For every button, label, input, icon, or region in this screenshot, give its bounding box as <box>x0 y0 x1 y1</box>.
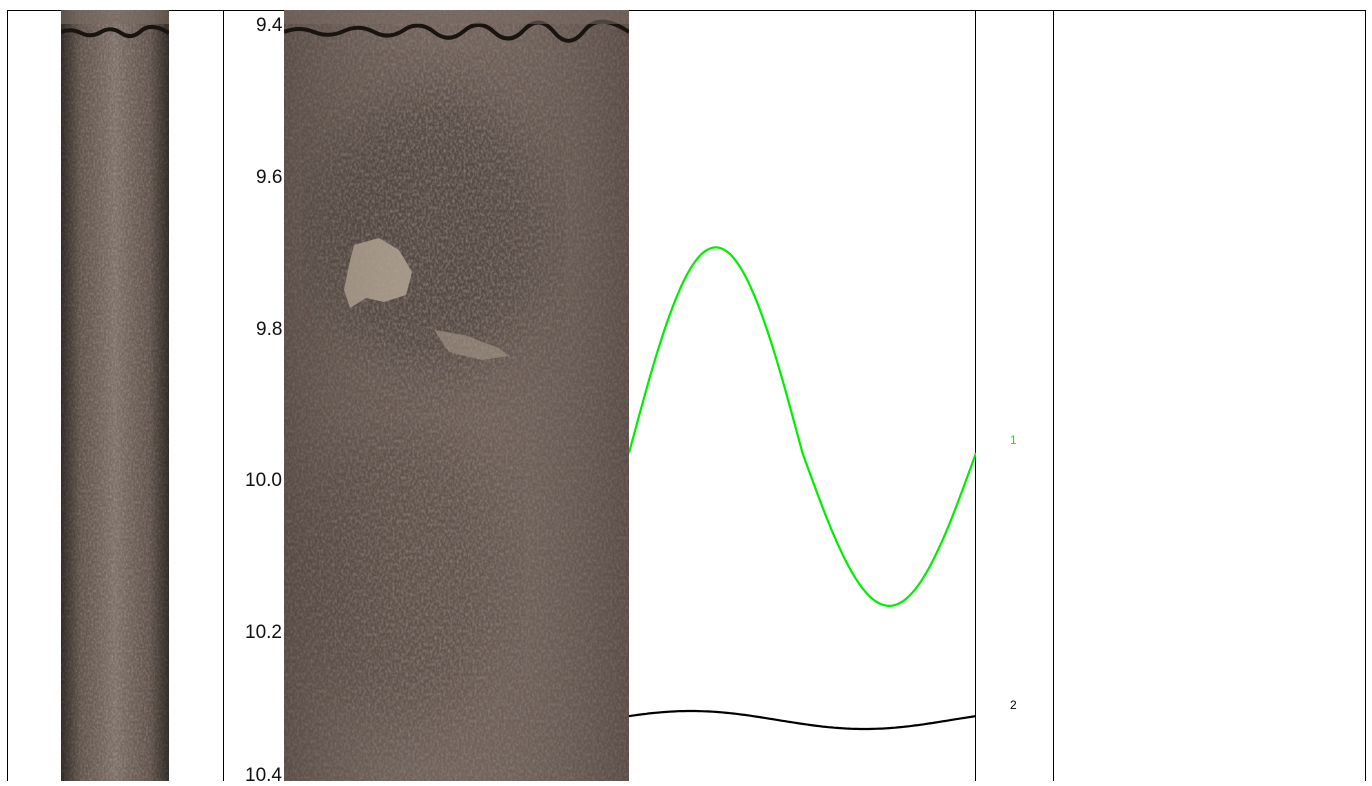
depth-label-10-2: 10.2 <box>245 622 282 643</box>
curve-track-right-border <box>975 10 976 781</box>
main-core-top-cut <box>284 19 629 43</box>
label-track-right-border <box>1053 10 1054 781</box>
frame-left-border <box>7 10 8 781</box>
curve-1-line <box>629 246 976 608</box>
depth-label-9-6: 9.6 <box>256 167 283 188</box>
main-core-shading <box>284 10 629 781</box>
narrow-core-image-track <box>61 10 169 781</box>
depth-label-10-4: 10.4 <box>245 765 282 786</box>
frame-right-border <box>1365 10 1366 781</box>
depth-label-9-8: 9.8 <box>256 319 283 340</box>
curve-plot <box>629 246 976 731</box>
depth-label-9-4: 9.4 <box>256 15 283 36</box>
core-top-cut <box>61 25 169 38</box>
depth-track-left-border <box>223 10 224 781</box>
borehole-core-image <box>284 10 629 781</box>
main-core-image-track <box>284 10 629 781</box>
main-core-top-band <box>284 10 629 24</box>
frame-top-border <box>7 10 1366 11</box>
curve-2-label: 2 <box>1010 698 1017 712</box>
core-cylinder-shading <box>61 10 169 781</box>
core-top-band <box>61 10 169 24</box>
curve-1-label: 1 <box>1010 433 1017 447</box>
curve-2-line <box>629 709 976 731</box>
empty-track <box>1054 11 1365 781</box>
depth-label-10-0: 10.0 <box>245 470 282 491</box>
borehole-unrolled-image <box>61 10 169 781</box>
